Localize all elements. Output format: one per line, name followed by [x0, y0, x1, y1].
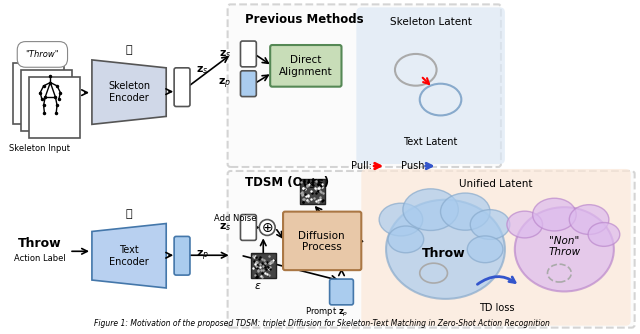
Text: Previous Methods: Previous Methods — [245, 13, 364, 26]
Text: Throw: Throw — [422, 247, 465, 260]
Text: $\oplus$: $\oplus$ — [261, 220, 273, 234]
Text: Diffusion
Process: Diffusion Process — [298, 230, 345, 252]
Text: $\mathbf{z}_s$: $\mathbf{z}_s$ — [219, 221, 232, 233]
Text: 🔒: 🔒 — [125, 208, 132, 218]
Ellipse shape — [386, 200, 505, 299]
FancyBboxPatch shape — [228, 171, 635, 328]
FancyBboxPatch shape — [174, 236, 190, 275]
Bar — [29, 77, 80, 138]
Text: Direct
Alignment: Direct Alignment — [279, 55, 333, 76]
Text: Push:: Push: — [401, 161, 428, 171]
Ellipse shape — [379, 203, 422, 236]
Text: Prompt $\mathbf{z}_p$: Prompt $\mathbf{z}_p$ — [305, 306, 348, 319]
Bar — [13, 63, 64, 124]
Text: $\epsilon$: $\epsilon$ — [255, 281, 262, 291]
Ellipse shape — [507, 211, 543, 238]
Text: Skeleton
Encoder: Skeleton Encoder — [108, 81, 150, 103]
FancyBboxPatch shape — [330, 279, 353, 305]
Text: "Non"
Throw: "Non" Throw — [548, 235, 580, 257]
Ellipse shape — [403, 189, 458, 230]
FancyBboxPatch shape — [241, 41, 257, 67]
Text: Throw: Throw — [18, 237, 61, 250]
Ellipse shape — [388, 226, 424, 253]
Text: $\hat{\epsilon}$: $\hat{\epsilon}$ — [308, 177, 316, 191]
FancyBboxPatch shape — [356, 7, 505, 164]
Ellipse shape — [515, 207, 614, 292]
FancyBboxPatch shape — [228, 4, 501, 167]
Text: Skeleton Latent: Skeleton Latent — [390, 17, 472, 27]
Text: Text Latent: Text Latent — [403, 137, 458, 147]
Text: Figure 1: Motivation of the proposed TDSM: triplet Diffusion for Skeleton-Text M: Figure 1: Motivation of the proposed TDS… — [93, 319, 550, 328]
FancyBboxPatch shape — [241, 71, 257, 97]
FancyBboxPatch shape — [241, 215, 257, 240]
Text: $\mathbf{z}_s$: $\mathbf{z}_s$ — [219, 48, 232, 60]
FancyBboxPatch shape — [174, 68, 190, 107]
Bar — [300, 179, 324, 204]
Text: $\mathbf{z}_p$: $\mathbf{z}_p$ — [218, 76, 232, 91]
Bar — [20, 70, 72, 131]
Text: "Throw": "Throw" — [26, 50, 60, 59]
Ellipse shape — [570, 205, 609, 234]
FancyBboxPatch shape — [283, 212, 362, 270]
FancyBboxPatch shape — [270, 45, 342, 87]
Text: Skeleton Input: Skeleton Input — [9, 144, 70, 153]
Text: Unified Latent: Unified Latent — [460, 179, 532, 189]
Text: TDSM (Ours): TDSM (Ours) — [245, 176, 330, 189]
Text: Action Label: Action Label — [13, 254, 65, 263]
FancyBboxPatch shape — [362, 169, 630, 326]
Ellipse shape — [440, 193, 490, 230]
Text: Add Noise: Add Noise — [214, 214, 257, 222]
Ellipse shape — [467, 236, 503, 263]
Text: Pull:: Pull: — [351, 161, 372, 171]
Text: $\mathbf{z}_p$: $\mathbf{z}_p$ — [196, 249, 209, 264]
Bar — [252, 253, 276, 278]
Ellipse shape — [532, 198, 576, 231]
Polygon shape — [92, 223, 166, 288]
Text: 🔒: 🔒 — [125, 45, 132, 55]
Ellipse shape — [588, 222, 620, 246]
Text: $\mathbf{z}_s$: $\mathbf{z}_s$ — [196, 64, 209, 76]
Text: Text
Encoder: Text Encoder — [109, 245, 149, 267]
Text: TD loss: TD loss — [479, 303, 515, 313]
Circle shape — [259, 219, 275, 235]
Ellipse shape — [470, 210, 510, 239]
Polygon shape — [92, 60, 166, 124]
